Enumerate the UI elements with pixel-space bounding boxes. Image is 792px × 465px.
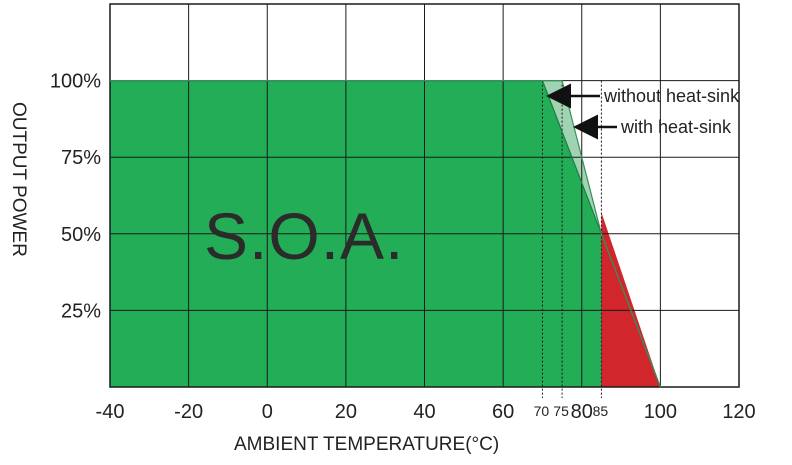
derating-zone [601, 212, 661, 387]
y-axis-title: OUTPUT POWER [8, 102, 29, 257]
y-tick-label: 25% [61, 300, 101, 322]
x-tick-label: -40 [96, 401, 125, 423]
y-tick-label: 50% [61, 224, 101, 246]
dotted-guide-layer [110, 79, 661, 398]
x-tick-label: 120 [722, 401, 755, 423]
x-tick-label: 0 [262, 401, 273, 423]
y-tick-label: 100% [50, 71, 101, 93]
x-tick-label: 60 [492, 401, 514, 423]
x-tick-label: 40 [413, 401, 435, 423]
soa-label: S.O.A. [204, 199, 404, 273]
x-tick-label: 20 [335, 401, 357, 423]
x-tick-label: -20 [174, 401, 203, 423]
tick-label-layer: -40 -20 0 20 40 60 80 100 120 70 75 85 25% 50% 75% 100% [50, 71, 756, 423]
annotation-without-heat-sink: without heat-sink [546, 83, 740, 109]
annotation-with-heat-sink: with heat-sink [573, 114, 732, 140]
plot-border [109, 3, 740, 388]
line-with-heat-sink [110, 79, 661, 388]
x-tick-label: 80 [571, 401, 593, 423]
x-tick-label: 100 [644, 401, 677, 423]
x-axis-title: AMBIENT TEMPERATURE(°C) [234, 434, 499, 455]
x-minor-tick-label: 85 [593, 403, 609, 419]
y-tick-label: 75% [61, 147, 101, 169]
annotation-label-without-heat-sink: without heat-sink [603, 86, 740, 106]
x-minor-tick-label: 75 [553, 403, 569, 419]
x-minor-tick-label: 70 [534, 403, 550, 419]
annotation-label-with-heat-sink: with heat-sink [620, 117, 732, 137]
